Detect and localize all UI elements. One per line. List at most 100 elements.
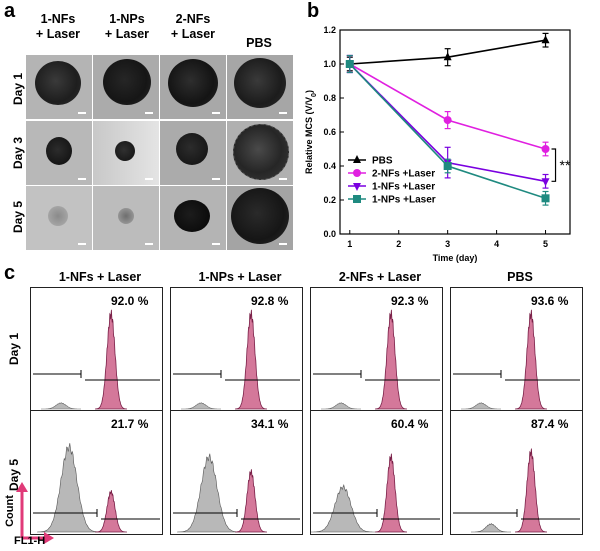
histogram-plot [33, 443, 160, 533]
data-point [353, 169, 361, 177]
col-header-line: PBS [246, 36, 272, 50]
legend-label: 1-NPs +Laser [372, 195, 436, 206]
row-label-day5: Day 5 [11, 200, 25, 234]
col-header-1: 1-NFs + Laser [23, 12, 93, 42]
col-header-line: 1-NPs [109, 12, 145, 26]
data-point [353, 183, 361, 191]
positive-peak [95, 490, 127, 533]
positive-peak [95, 309, 127, 410]
scale-bar [145, 243, 153, 245]
percentage-label: 60.4 % [391, 417, 429, 431]
data-point [353, 155, 361, 163]
x-tick-label: 3 [445, 239, 450, 249]
positive-peak [375, 453, 407, 533]
flow-col-header-4: PBS [507, 270, 533, 284]
col-header-3: 2-NFs + Laser [158, 12, 228, 42]
percentage-label: 21.7 % [111, 417, 149, 431]
negative-peak [461, 402, 501, 410]
micrograph-day5-pbs [227, 186, 293, 250]
data-point [345, 60, 354, 68]
y-tick-label: 0.6 [323, 127, 336, 137]
significance-label: ** [560, 157, 571, 173]
y-tick-label: 1.0 [323, 59, 336, 69]
flow-histogram-day1-1: 92.0 % [30, 287, 163, 412]
scale-bar [212, 178, 220, 180]
negative-peak [311, 483, 375, 533]
micrograph-day5-1nfs [26, 186, 92, 250]
panel-label-a: a [4, 0, 16, 22]
col-header-line: + Laser [170, 27, 216, 41]
percentage-label: 93.6 % [531, 294, 569, 308]
y-arrow-head [16, 482, 28, 492]
flow-histogram-day5-2: 34.1 % [170, 410, 303, 535]
micrograph-day1-pbs [227, 55, 293, 119]
flow-row-label-day1: Day 1 [7, 332, 21, 366]
histogram-plot [453, 448, 580, 533]
y-tick-label: 0.4 [323, 161, 336, 171]
x-tick-label: 5 [543, 239, 548, 249]
data-point [541, 194, 550, 203]
spheroid [168, 59, 218, 107]
micrograph-day1-2nfs [160, 55, 226, 119]
col-header-line: + Laser [104, 27, 150, 41]
scale-bar [212, 112, 220, 114]
histogram-plot [311, 453, 440, 533]
spheroid [118, 208, 134, 224]
col-header-line: 1-NFs [40, 12, 76, 26]
significance-bracket [551, 148, 557, 182]
flow-histogram-day1-4: 93.6 % [450, 287, 583, 412]
positive-peak [515, 448, 547, 533]
col-header-2: 1-NPs + Laser [92, 12, 162, 42]
micrograph-day3-2nfs [160, 121, 226, 185]
x-arrow-head [44, 532, 54, 544]
positive-peak [235, 469, 267, 533]
flow-col-header-1: 1-NFs + Laser [58, 270, 142, 284]
scale-bar [145, 178, 153, 180]
legend-label: 1-NFs +Laser [372, 182, 435, 193]
col-header-line: + Laser [35, 27, 81, 41]
positive-peak [375, 309, 407, 410]
scale-bar [145, 112, 153, 114]
panel-label-c: c [4, 262, 16, 284]
positive-peak [235, 309, 267, 410]
histogram-plot [173, 453, 300, 533]
data-point [541, 35, 550, 44]
scale-bar [78, 243, 86, 245]
spheroid [231, 188, 289, 244]
scale-bar [212, 243, 220, 245]
histogram-plot [453, 309, 580, 410]
y-axis-label: Relative MCS (V/V0) [304, 90, 318, 174]
histogram-plot [173, 309, 300, 410]
spheroid [35, 61, 81, 105]
spheroid [234, 58, 286, 108]
flow-axis-fl1h-label: FL1-H [14, 535, 46, 547]
negative-peak [471, 523, 511, 533]
negative-peak [181, 402, 221, 410]
micrograph-day3-1nfs [26, 121, 92, 185]
flow-histogram-day1-3: 92.3 % [310, 287, 443, 412]
spheroid [115, 141, 135, 161]
flow-axis-count-label: Count [4, 495, 16, 527]
legend-label: PBS [372, 156, 393, 167]
scale-bar [279, 178, 287, 180]
data-point [443, 116, 452, 125]
flow-axes-arrows [16, 482, 54, 544]
y-tick-label: 1.2 [323, 25, 336, 35]
percentage-label: 92.8 % [251, 294, 289, 308]
legend-label: 2-NFs +Laser [372, 169, 435, 180]
data-point [541, 145, 550, 153]
y-tick-label: 0.0 [323, 229, 336, 239]
data-point [353, 195, 361, 203]
flow-histogram-day1-2: 92.8 % [170, 287, 303, 412]
micrograph-day1-1nps [93, 55, 159, 119]
flow-histogram-day5-4: 87.4 % [450, 410, 583, 535]
data-point [443, 52, 452, 61]
positive-peak [515, 309, 547, 410]
spheroid [233, 124, 289, 180]
panel-b-chart: 0.0 0.2 0.4 0.6 0.8 1.0 1.2 1 2 3 4 5 Time (day) Rela… [304, 25, 571, 263]
negative-peak [321, 402, 361, 410]
spheroid [48, 206, 68, 226]
histogram-plot [313, 309, 440, 410]
negative-peak [41, 402, 81, 410]
y-tick-label: 0.8 [323, 93, 336, 103]
